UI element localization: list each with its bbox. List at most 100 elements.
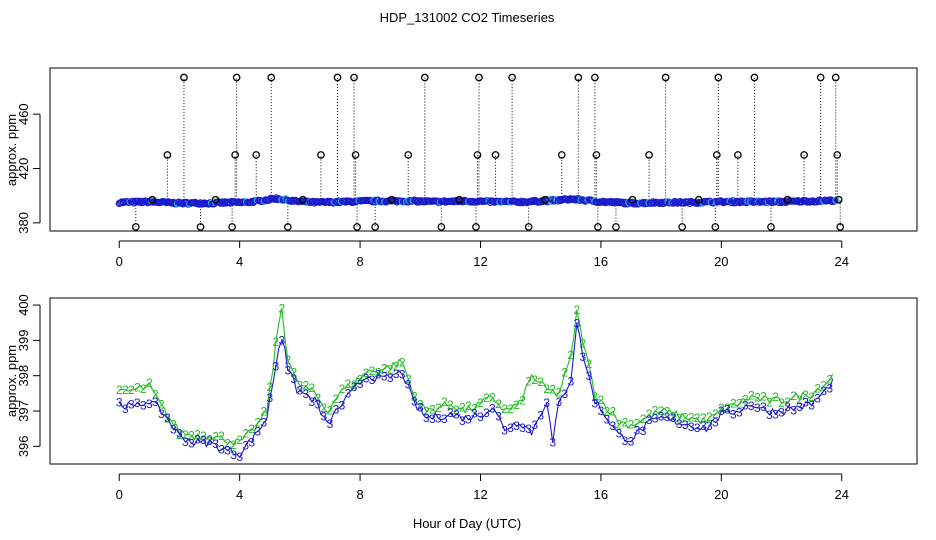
series-3-marker: 3 (766, 408, 773, 422)
series-2-marker: 2 (778, 396, 785, 410)
series-2-marker: 2 (200, 429, 207, 443)
series-3-marker: 3 (194, 433, 201, 447)
series-3-marker: 3 (140, 399, 147, 413)
series-2-marker: 2 (405, 372, 412, 386)
outlier-point (491, 151, 500, 159)
series-3-marker: 3 (357, 377, 364, 391)
series-2-marker: 2 (507, 402, 514, 416)
series-2-marker: 2 (760, 390, 767, 404)
outlier-point (148, 195, 157, 204)
bottom-y-axis-label: approx. ppm (4, 345, 19, 417)
series-2-marker: 2 (610, 405, 617, 419)
series-3-marker: 3 (224, 444, 231, 458)
series-2-marker: 2 (266, 380, 273, 394)
outlier-point (232, 73, 241, 82)
series-3-marker: 3 (555, 395, 562, 409)
series-2-marker: 2 (224, 436, 231, 450)
series-2-marker: 2 (278, 302, 285, 316)
series-2-marker: 2 (369, 364, 376, 378)
series-2-marker: 2 (134, 381, 141, 395)
series-3-marker: 3 (694, 421, 701, 435)
series-3-marker: 3 (188, 437, 195, 451)
series-3-marker: 3 (658, 410, 665, 424)
outlier-point (231, 151, 239, 159)
series-2-marker: 2 (459, 401, 466, 415)
outlier-point (196, 223, 205, 231)
series-3-marker: 3 (628, 435, 635, 449)
series-3-marker: 3 (507, 421, 514, 435)
outlier-point (437, 223, 446, 231)
series-2-marker: 2 (706, 410, 713, 424)
series-3-marker: 3 (610, 419, 617, 433)
outlier-point (350, 73, 358, 82)
outlier-point (645, 151, 653, 159)
series-3-marker: 3 (284, 363, 291, 377)
outlier-point (180, 73, 188, 82)
series-2-marker: 2 (519, 393, 526, 407)
outlier-point (592, 151, 601, 159)
series-2-marker: 2 (471, 402, 478, 416)
series-2-marker: 2 (592, 390, 599, 404)
series-2-marker: 2 (447, 398, 454, 412)
series-2-marker: 2 (730, 397, 737, 411)
series-2-marker: 2 (561, 366, 568, 380)
series-2-marker: 2 (399, 355, 406, 369)
outlier-point (678, 223, 687, 231)
series-2-marker: 2 (417, 398, 424, 412)
series-2-marker: 2 (236, 433, 243, 447)
outlier-point (163, 151, 172, 159)
series-3-marker: 3 (411, 395, 418, 409)
series-2-marker: 2 (694, 411, 701, 425)
outlier-point (694, 195, 703, 204)
series-2-marker: 2 (640, 412, 647, 426)
series-3-marker: 3 (592, 397, 599, 411)
series-3-marker: 3 (321, 410, 328, 424)
outlier-point (508, 73, 516, 82)
series-3-marker: 3 (260, 416, 267, 430)
series-3-marker: 3 (176, 427, 183, 441)
y-tick-label: 396 (16, 435, 31, 457)
series-2-marker: 2 (802, 388, 809, 402)
series-2-marker: 2 (676, 411, 683, 425)
series-2-marker: 2 (351, 378, 358, 392)
series-2-marker: 2 (766, 396, 773, 410)
x-tick-label: 16 (594, 487, 608, 502)
series-3-marker: 3 (549, 436, 556, 450)
series-2-marker: 2 (290, 366, 297, 380)
outlier-point (475, 73, 483, 82)
outlier-point (353, 223, 361, 231)
series-3-marker: 3 (158, 407, 165, 421)
series-2-marker: 2 (242, 427, 249, 441)
series-2-marker: 2 (176, 428, 183, 442)
series-3-marker: 3 (248, 435, 255, 449)
series-3-marker: 3 (567, 375, 574, 389)
y-tick-label: 399 (16, 330, 31, 352)
series-3-marker: 3 (796, 400, 803, 414)
series-2-marker: 2 (646, 407, 653, 421)
series-2-marker: 2 (381, 362, 388, 376)
series-2-marker: 2 (513, 398, 520, 412)
outlier-point (661, 73, 670, 82)
series-2-marker: 2 (586, 357, 593, 371)
series-3-marker: 3 (351, 380, 358, 394)
series-2-marker: 2 (573, 303, 580, 317)
outlier-point (833, 151, 842, 159)
series-2-marker: 2 (218, 429, 225, 443)
series-3-marker: 3 (146, 397, 153, 411)
series-3-marker: 3 (182, 435, 189, 449)
series-3-marker: 3 (670, 411, 677, 425)
outlier-point (131, 223, 140, 231)
series-3-marker: 3 (435, 412, 442, 426)
series-3-marker: 3 (447, 406, 454, 420)
series-2-marker: 2 (754, 391, 761, 405)
series-3-marker: 3 (242, 438, 249, 452)
series-2-marker: 2 (339, 382, 346, 396)
series-3-marker: 3 (760, 400, 767, 414)
outlier-point (351, 151, 360, 159)
series-3-marker: 3 (254, 425, 261, 439)
series-3-marker: 3 (483, 406, 490, 420)
series-3-marker: 3 (682, 418, 689, 432)
series-2-marker: 2 (140, 382, 147, 396)
series-3-marker: 3 (212, 437, 219, 451)
